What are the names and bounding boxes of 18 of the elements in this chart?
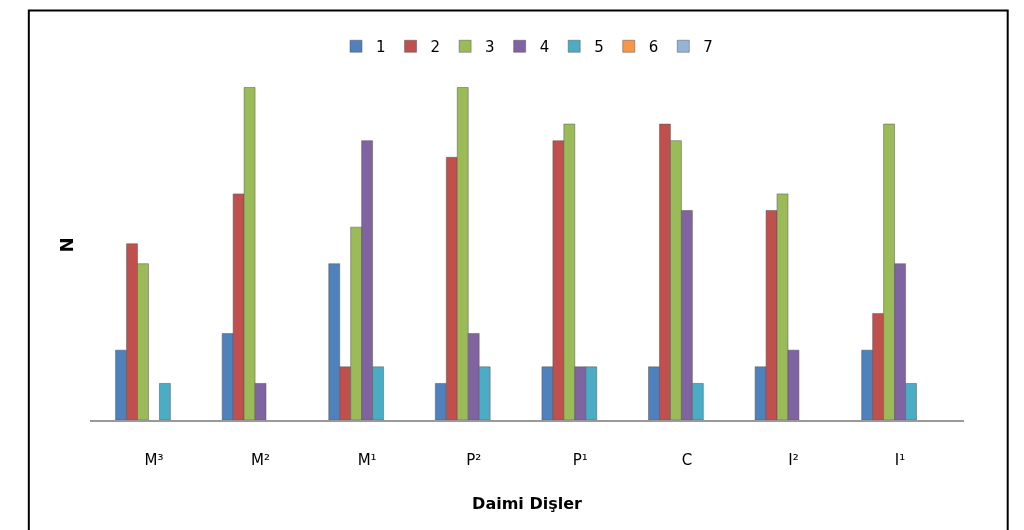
x-tick-label: M¹: [357, 451, 377, 469]
x-axis-title: Daimi Dişler: [472, 494, 583, 514]
x-tick-label: I²: [788, 451, 799, 469]
legend-label: 4: [539, 38, 550, 57]
bar: [159, 383, 171, 420]
x-tick-label: C: [681, 451, 693, 469]
x-tick-label: P²: [466, 451, 482, 469]
x-tick-label: P¹: [572, 451, 588, 469]
legend-label: 2: [430, 38, 441, 57]
x-tick-label: M³: [144, 451, 164, 469]
y-axis-title: N: [56, 237, 78, 253]
x-tick-label: M²: [251, 451, 271, 469]
x-tick-label: I¹: [894, 451, 906, 469]
legend-label: 5: [594, 38, 604, 57]
legend-label: 7: [703, 38, 713, 57]
legend-label: 6: [648, 38, 659, 57]
legend-label: 3: [485, 38, 495, 57]
legend-label: 1: [376, 38, 386, 57]
